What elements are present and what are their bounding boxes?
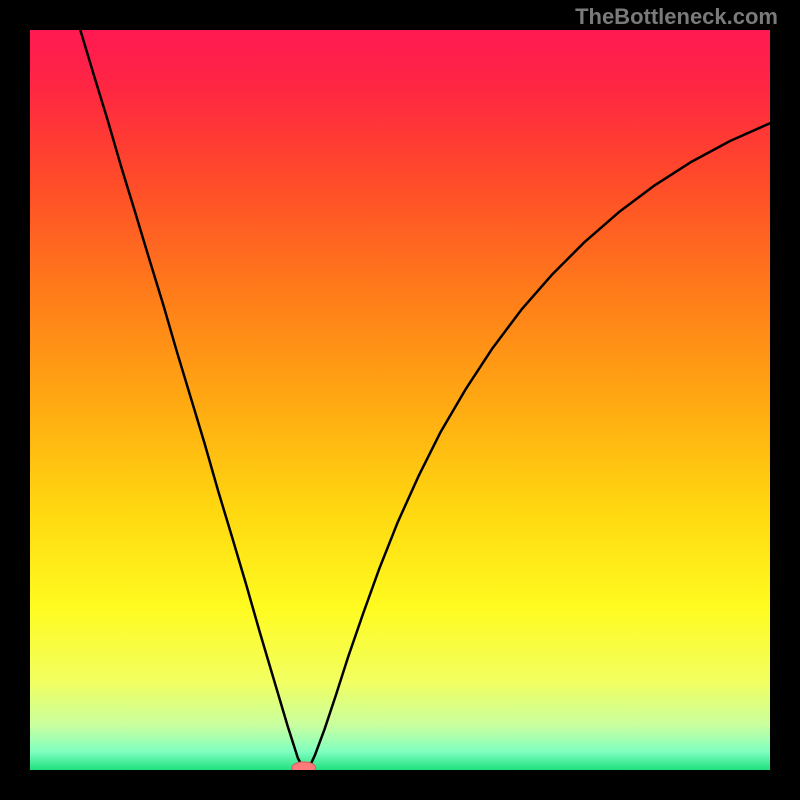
plot-background <box>30 30 770 770</box>
watermark-text: TheBottleneck.com <box>575 4 778 30</box>
plot-area <box>30 30 770 770</box>
minimum-marker <box>292 762 316 770</box>
chart-container: TheBottleneck.com <box>0 0 800 800</box>
